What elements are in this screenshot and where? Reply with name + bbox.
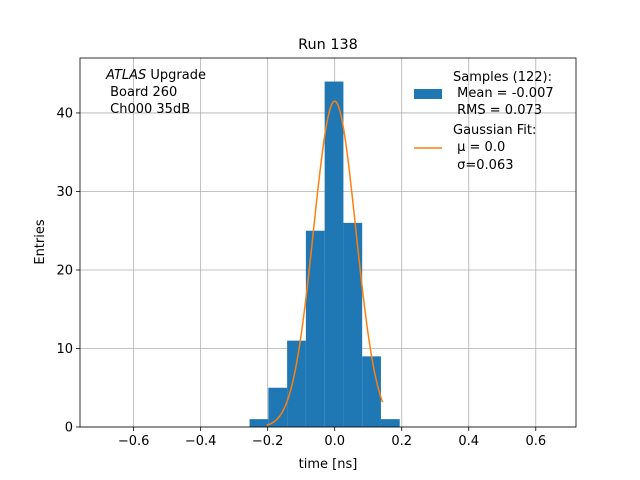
x-axis-label: time [ns] xyxy=(299,457,358,472)
x-tick-label: −0.6 xyxy=(118,434,150,449)
histogram-bars xyxy=(249,81,400,427)
histogram-bar xyxy=(268,387,288,427)
histogram-bar xyxy=(324,81,344,427)
annotation-line-2: Board 260 xyxy=(106,85,177,100)
legend-sigma-line: σ=0.063 xyxy=(453,158,513,173)
legend-samples-label: Samples (122): xyxy=(453,70,552,85)
x-tick-label: 0.6 xyxy=(525,434,546,449)
histogram-bar xyxy=(343,222,363,427)
legend-fit-label: Gaussian Fit: xyxy=(453,123,536,138)
y-tick-label: 20 xyxy=(56,263,73,278)
histogram-bar xyxy=(380,419,400,427)
x-tick-label: −0.4 xyxy=(185,434,217,449)
legend-mu-line: μ = 0.0 xyxy=(453,140,505,155)
y-axis-label: Entries xyxy=(33,219,48,265)
x-tick-label: 0.0 xyxy=(324,434,345,449)
gaussian-fit-curve xyxy=(266,100,384,426)
atlas-annotation: ATLAS Upgrade Board 260 Ch000 35dB xyxy=(105,68,206,117)
x-tick-label: −0.2 xyxy=(252,434,284,449)
histogram-bar xyxy=(305,230,325,427)
legend-mean-line: Mean = -0.007 xyxy=(453,86,554,101)
y-tick-label: 40 xyxy=(56,106,73,121)
annotation-upgrade-text: Upgrade xyxy=(146,68,206,83)
histogram-bar xyxy=(249,419,269,427)
chart-title: Run 138 xyxy=(298,37,358,53)
x-tick-label: 0.4 xyxy=(458,434,479,449)
annotation-line-1: ATLAS Upgrade xyxy=(105,68,206,83)
plot-frame xyxy=(79,57,577,428)
histogram-bar xyxy=(362,356,381,427)
legend: Samples (122): Mean = -0.007 RMS = 0.073… xyxy=(414,70,554,173)
x-tick-label: 0.2 xyxy=(391,434,412,449)
atlas-italic-text: ATLAS xyxy=(105,68,146,83)
axis-ticks: −0.6 −0.4 −0.2 0.0 0.2 0.4 0.6 0 10 20 30 40 xyxy=(56,106,546,449)
legend-samples-swatch xyxy=(414,89,442,99)
annotation-line-3: Ch000 35dB xyxy=(106,102,190,117)
histogram-bar xyxy=(287,340,306,427)
y-tick-label: 10 xyxy=(56,342,73,357)
y-tick-label: 0 xyxy=(65,421,73,436)
legend-rms-line: RMS = 0.073 xyxy=(453,103,542,118)
y-tick-label: 30 xyxy=(56,185,73,200)
